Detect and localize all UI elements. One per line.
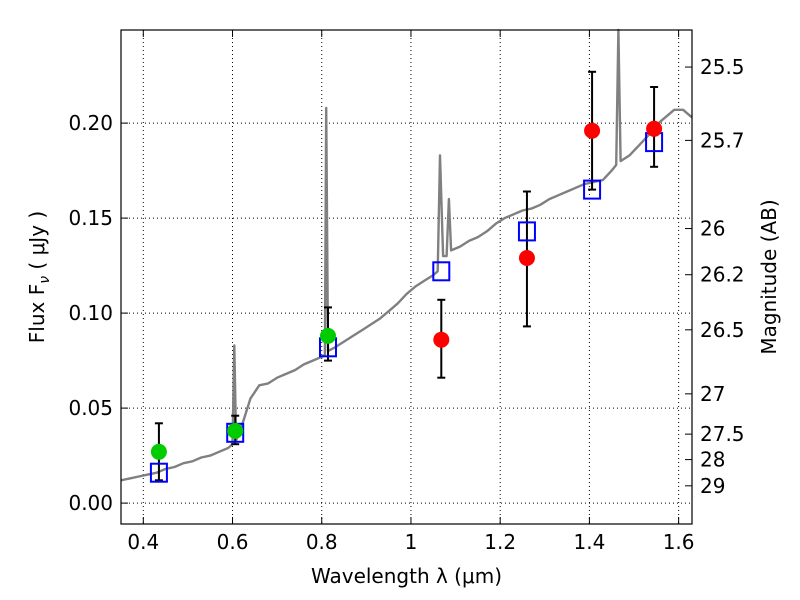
plot-frame xyxy=(120,29,693,525)
y-axis-label: Flux Fν ( μJy ) xyxy=(25,211,53,343)
observed-flux-point xyxy=(584,122,601,139)
x-axis-label: Wavelength λ (μm) xyxy=(311,564,502,588)
y-tick-label: 0.15 xyxy=(68,206,113,230)
x-tick-label: 1 xyxy=(405,530,418,554)
model-photometry-square xyxy=(432,261,451,282)
mag-tick-label: 26 xyxy=(700,217,725,241)
plot-area xyxy=(120,28,693,483)
y-axis-label-subscript: ν xyxy=(37,276,53,284)
x-tick-label: 0.4 xyxy=(127,530,159,554)
model-photometry-square xyxy=(517,221,536,242)
observed-flux-point xyxy=(319,327,336,344)
x-tick-label: 0.6 xyxy=(217,530,249,554)
mag-tick-label: 25.5 xyxy=(700,55,745,79)
y-axis-label-text: Flux F xyxy=(25,284,49,343)
observed-flux-point xyxy=(150,443,167,460)
y-tick-label: 0.10 xyxy=(68,301,113,325)
mag-tick-label: 25.7 xyxy=(700,128,745,152)
observed-flux-point xyxy=(646,120,663,137)
y-tick-label: 0.00 xyxy=(68,491,113,515)
x-tick-label: 1.6 xyxy=(663,530,695,554)
observed-flux-point xyxy=(518,250,535,266)
mag-tick-label: 26.5 xyxy=(700,318,745,342)
y-tick-label: 0.05 xyxy=(68,396,113,420)
observed-flux-point xyxy=(227,422,244,439)
mag-tick-label: 28 xyxy=(700,448,725,472)
x-tick-label: 1.4 xyxy=(573,530,605,554)
x-tick-label: 1.2 xyxy=(484,530,516,554)
mag-tick-label: 27 xyxy=(700,382,725,406)
x-tick-label: 0.8 xyxy=(306,530,338,554)
y-tick-label: 0.20 xyxy=(68,111,113,135)
model-photometry-square xyxy=(583,179,602,200)
axis-ticks: 0.4 0.6 0.8 1 1.2 1.4 1.6 0.00 0.05 0.10 0.15 0.20 2… xyxy=(68,30,745,554)
y-axis-label-unit: ( μJy ) xyxy=(25,211,49,276)
mag-tick-label: 27.5 xyxy=(700,422,745,446)
mag-tick-label: 26.2 xyxy=(700,263,745,287)
model-photometry-square xyxy=(149,462,168,483)
model-spectrum-line xyxy=(120,28,693,482)
right-axis-label: Magnitude (AB) xyxy=(757,199,781,354)
mag-tick-label: 29 xyxy=(700,474,725,498)
observed-flux-point xyxy=(433,331,450,348)
grid xyxy=(121,30,692,524)
